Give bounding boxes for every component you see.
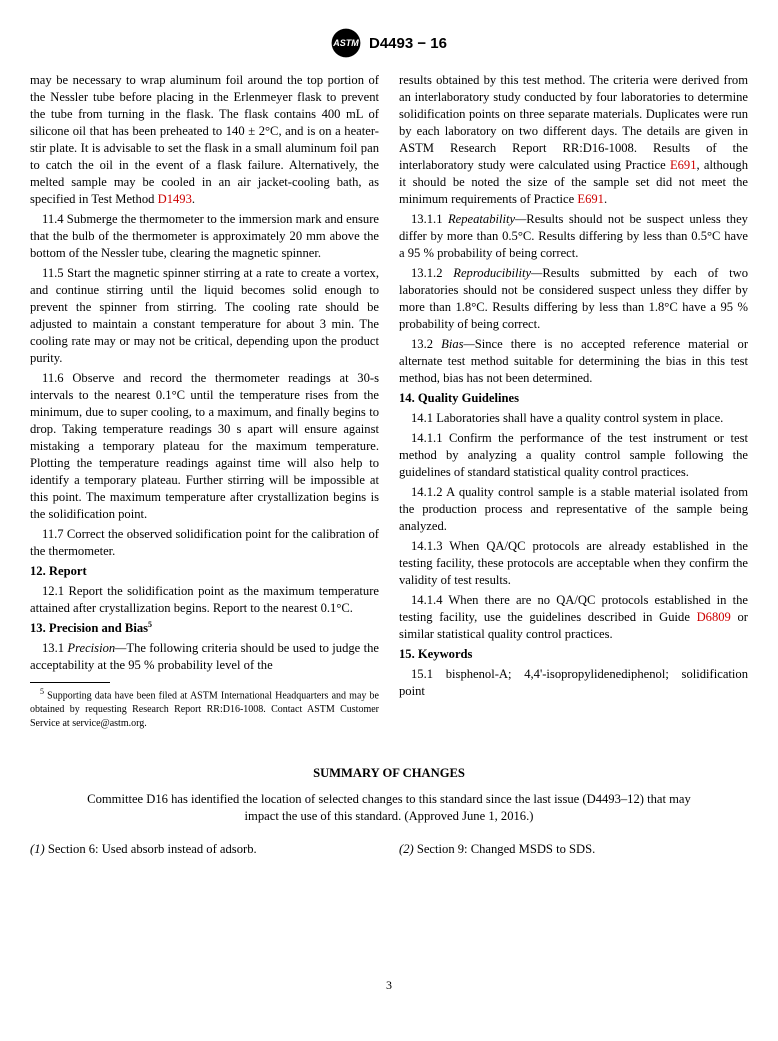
summary-of-changes: SUMMARY OF CHANGES Committee D16 has ide… [30,766,748,858]
summary-item-2-text: Section 9: Changed MSDS to SDS. [414,842,596,856]
para-intro-tail: . [192,192,195,206]
astm-logo-icon: ASTM [331,28,361,58]
para-11-5: 11.5 Start the magnetic spinner stirring… [30,265,379,367]
para-11-4: 11.4 Submerge the thermometer to the imm… [30,211,379,262]
para-13-1-dot: . [604,192,607,206]
footnote-text: Supporting data have been filed at ASTM … [30,691,379,729]
section-13-text: 13. Precision and Bias [30,621,148,635]
para-14-1-4: 14.1.4 When there are no QA/QC protocols… [399,592,748,643]
section-13-title: 13. Precision and Bias5 [30,620,379,637]
para-14-1-1: 14.1.1 Confirm the performance of the te… [399,430,748,481]
section-12-title: 12. Report [30,563,379,580]
footnote-block: 5 Supporting data have been filed at AST… [30,682,379,730]
summary-item-1-text: Section 6: Used absorb instead of adsorb… [45,842,257,856]
footnote-5: 5 Supporting data have been filed at AST… [30,687,379,730]
para-14-1-3: 14.1.3 When QA/QC protocols are already … [399,538,748,589]
summary-item-1: (1) Section 6: Used absorb instead of ad… [30,841,379,858]
section-14-title: 14. Quality Guidelines [399,390,748,407]
para-intro: may be necessary to wrap aluminum foil a… [30,72,379,208]
svg-text:ASTM: ASTM [332,38,359,48]
para-13-1-1-num: 13.1.1 [411,212,448,226]
link-d6809[interactable]: D6809 [697,610,731,624]
para-14-1-2: 14.1.2 A quality control sample is a sta… [399,484,748,535]
para-15-1: 15.1 bisphenol-A; 4,4'-isopropylidenedip… [399,666,748,700]
section-13-sup: 5 [148,620,152,629]
para-13-1-cont: results obtained by this test method. Th… [399,72,748,208]
para-13-1-num: 13.1 [42,641,67,655]
page-number: 3 [30,978,748,993]
summary-item-1-label: (1) [30,842,45,856]
page-header: ASTM D4493 − 16 [30,28,748,58]
para-intro-text: may be necessary to wrap aluminum foil a… [30,73,379,206]
para-13-2-num: 13.2 [411,337,441,351]
section-15-title: 15. Keywords [399,646,748,663]
para-14-1: 14.1 Laboratories shall have a quality c… [399,410,748,427]
summary-item-2: (2) Section 9: Changed MSDS to SDS. [399,841,748,858]
para-12-1: 12.1 Report the solidification point as … [30,583,379,617]
para-13-2: 13.2 Bias—Since there is no accepted ref… [399,336,748,387]
para-13-1-term: Precision— [67,641,126,655]
designation: D4493 − 16 [369,35,447,52]
para-11-7: 11.7 Correct the observed solidification… [30,526,379,560]
summary-item-2-label: (2) [399,842,414,856]
body-columns: may be necessary to wrap aluminum foil a… [30,72,748,730]
para-13-1-2-term: Reproducibility— [453,266,542,280]
link-d1493[interactable]: D1493 [158,192,192,206]
para-13-1-2-num: 13.1.2 [411,266,453,280]
para-13-1-lead: 13.1 Precision—The following criteria sh… [30,640,379,674]
summary-title: SUMMARY OF CHANGES [30,766,748,781]
para-13-1-1: 13.1.1 Repeatability—Results should not … [399,211,748,262]
summary-columns: (1) Section 6: Used absorb instead of ad… [30,841,748,858]
para-11-6: 11.6 Observe and record the thermometer … [30,370,379,523]
link-e691-a[interactable]: E691 [670,158,697,172]
summary-intro: Committee D16 has identified the locatio… [70,791,708,825]
footnote-rule [30,682,110,683]
para-13-1-1-term: Repeatability— [448,212,526,226]
page: ASTM D4493 − 16 may be necessary to wrap… [0,0,778,1041]
para-13-2-term: Bias— [441,337,475,351]
para-13-1-2: 13.1.2 Reproducibility—Results submitted… [399,265,748,333]
link-e691-b[interactable]: E691 [577,192,604,206]
